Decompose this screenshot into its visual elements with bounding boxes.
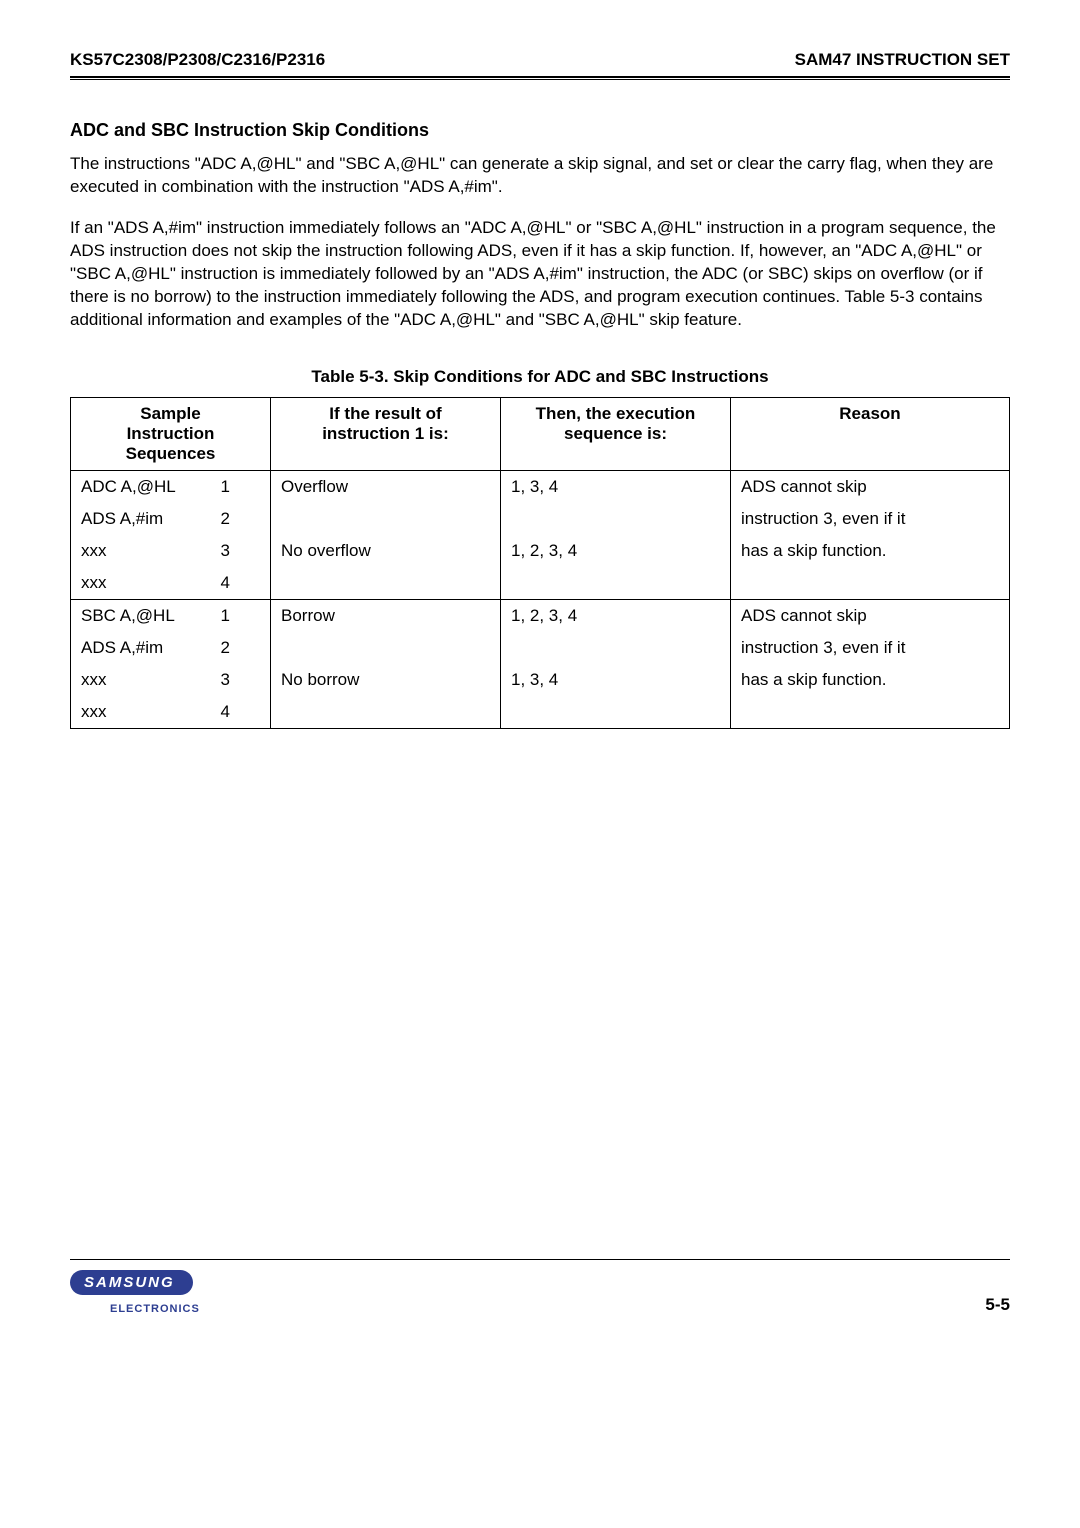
g1-r1-result: Overflow — [271, 470, 501, 503]
g2-r2-seq — [501, 632, 731, 664]
g2-r4-instr: xxx — [71, 696, 211, 729]
g2-r3-num: 3 — [211, 664, 271, 696]
th-reason: Reason — [731, 397, 1010, 470]
g1-r2-num: 2 — [211, 503, 271, 535]
g2-r4-result — [271, 696, 501, 729]
th-sample: SampleInstruction Sequences — [71, 397, 271, 470]
paragraph-2: If an "ADS A,#im" instruction immediatel… — [70, 217, 1010, 332]
g2-r1-instr: SBC A,@HL — [71, 599, 211, 632]
g1-r2-result — [271, 503, 501, 535]
logo-text: SAMSUNG — [70, 1270, 193, 1295]
g2-r3-instr: xxx — [71, 664, 211, 696]
g1-r4-result — [271, 567, 501, 600]
header-right: SAM47 INSTRUCTION SET — [795, 50, 1010, 70]
page-footer: SAMSUNG ELECTRONICS 5-5 — [70, 1259, 1010, 1315]
g1-r1-num: 1 — [211, 470, 271, 503]
g2-r2-instr: ADS A,#im — [71, 632, 211, 664]
g1-r3-instr: xxx — [71, 535, 211, 567]
g1-r1-instr: ADC A,@HL — [71, 470, 211, 503]
g1-r4-num: 4 — [211, 567, 271, 600]
g1-r4-seq — [501, 567, 731, 600]
paragraph-1: The instructions "ADC A,@HL" and "SBC A,… — [70, 153, 1010, 199]
g2-r1-num: 1 — [211, 599, 271, 632]
g2-r3-result: No borrow — [271, 664, 501, 696]
g1-r3-seq: 1, 2, 3, 4 — [501, 535, 731, 567]
g1-r3-result: No overflow — [271, 535, 501, 567]
logo-subtext: ELECTRONICS — [110, 1303, 200, 1315]
g2-r4-seq — [501, 696, 731, 729]
g2-r4-reason — [731, 696, 1010, 729]
g1-r4-reason — [731, 567, 1010, 600]
g1-r4-instr: xxx — [71, 567, 211, 600]
header-rule — [70, 76, 1010, 80]
page-number: 5-5 — [985, 1295, 1010, 1315]
th-result: If the result ofinstruction 1 is: — [271, 397, 501, 470]
g2-r1-seq: 1, 2, 3, 4 — [501, 599, 731, 632]
g1-r2-seq — [501, 503, 731, 535]
g2-reason-l3: has a skip function. — [731, 664, 1010, 696]
table-caption: Table 5-3. Skip Conditions for ADC and S… — [70, 367, 1010, 387]
g2-r4-num: 4 — [211, 696, 271, 729]
g2-r2-result — [271, 632, 501, 664]
g1-reason-l2: instruction 3, even if it — [731, 503, 1010, 535]
g1-reason-l3: has a skip function. — [731, 535, 1010, 567]
section-title: ADC and SBC Instruction Skip Conditions — [70, 120, 1010, 141]
g2-reason-l1: ADS cannot skip — [731, 599, 1010, 632]
g1-r1-seq: 1, 3, 4 — [501, 470, 731, 503]
skip-conditions-table: SampleInstruction Sequences If the resul… — [70, 397, 1010, 729]
g2-reason-l2: instruction 3, even if it — [731, 632, 1010, 664]
header-left: KS57C2308/P2308/C2316/P2316 — [70, 50, 325, 70]
g1-reason-l1: ADS cannot skip — [731, 470, 1010, 503]
g1-r3-num: 3 — [211, 535, 271, 567]
g2-r1-result: Borrow — [271, 599, 501, 632]
g2-r3-seq: 1, 3, 4 — [501, 664, 731, 696]
g2-r2-num: 2 — [211, 632, 271, 664]
g1-r2-instr: ADS A,#im — [71, 503, 211, 535]
samsung-logo: SAMSUNG ELECTRONICS — [70, 1270, 200, 1315]
th-sequence: Then, the executionsequence is: — [501, 397, 731, 470]
